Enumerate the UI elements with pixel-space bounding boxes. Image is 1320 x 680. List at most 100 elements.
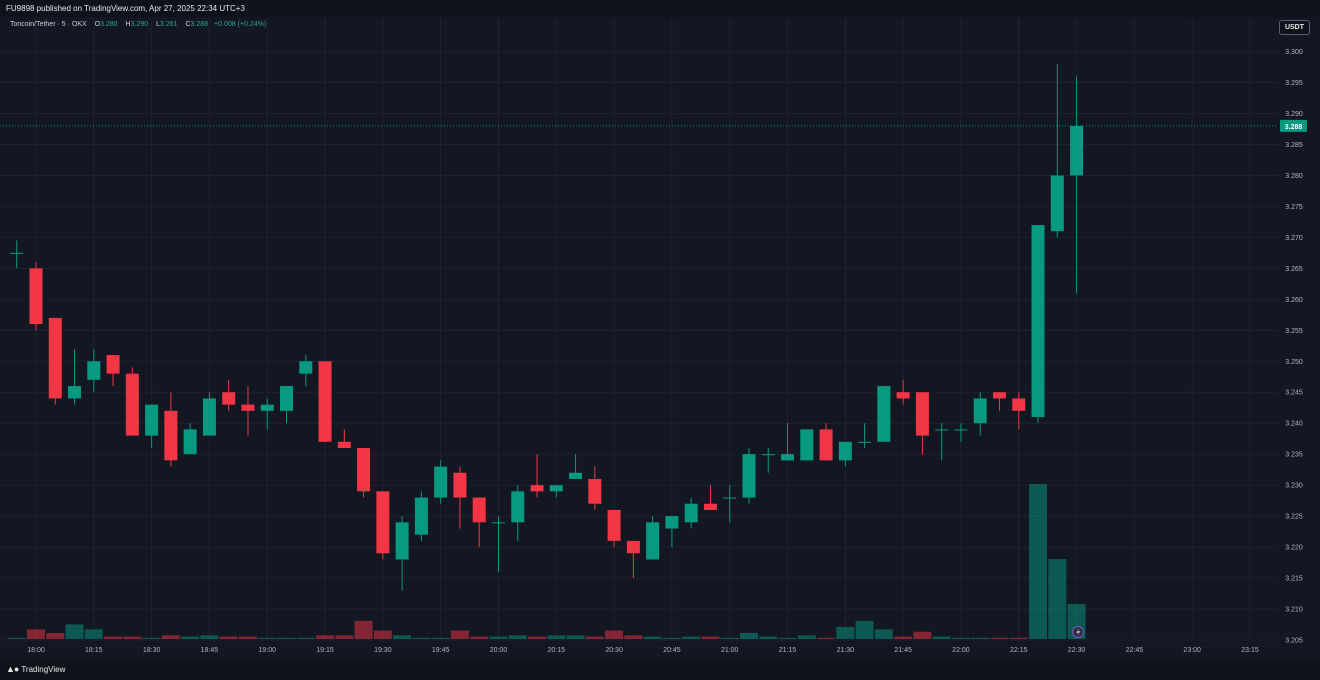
candle [145,404,159,448]
candle-body [434,466,448,498]
y-tick-label: 3.230 [1285,483,1303,490]
candle [395,516,409,591]
candle [549,485,563,498]
volume-bar [817,637,836,639]
volume-bar [354,620,373,639]
candle [819,423,833,461]
candle-body [68,386,82,399]
candle [569,454,583,479]
candle-body [125,373,139,436]
candle-body [665,516,679,529]
candle [1050,63,1064,238]
y-tick-label: 3.285 [1285,142,1303,149]
volume-bar [373,630,392,639]
x-tick-label: 18:15 [85,647,103,654]
volume-bar [316,635,335,639]
candle-body [838,441,852,461]
x-tick-label: 20:30 [605,647,623,654]
candle-body [395,522,409,560]
candle-body [183,429,197,455]
candle [434,460,448,504]
volume-bar [46,632,65,639]
candle-body [202,398,216,436]
volume-bar [450,630,469,639]
candle [838,441,852,467]
candle-body [222,392,236,405]
candle [106,355,120,387]
volume-bar [643,636,662,639]
candle [318,361,332,442]
candle-body [260,404,274,411]
candle-body [1050,175,1064,232]
volume-bar [412,637,431,639]
open-value: 3.280 [100,21,118,28]
y-tick-label: 3.295 [1285,80,1303,87]
candle [684,497,698,529]
candle-body [626,540,640,554]
volume-bar [759,636,778,639]
candle-body [48,317,62,399]
volume-bar [701,636,720,639]
candle [530,454,544,498]
candle [491,516,505,572]
candle-body [87,361,101,380]
volume-bar [489,636,508,639]
candle-body [646,522,660,560]
volume-bar [836,626,855,639]
candle-body [1012,398,1026,411]
publisher-line: FU9898 published on TradingView.com, Apr… [6,4,245,13]
candle [703,485,717,510]
candle-body [414,497,428,535]
y-tick-label: 3.220 [1285,545,1303,552]
footer-bar: ▲● TradingView [0,660,1320,680]
x-tick-label: 22:00 [952,647,970,654]
volume-bar [508,635,527,639]
candle [202,392,216,436]
y-tick-label: 3.270 [1285,235,1303,242]
price-axis: 3.205 3.210 3.215 3.220 3.225 3.230 3.235 3.240… [1285,49,1303,644]
candle-body [896,392,910,399]
candle [511,485,525,541]
candle [915,392,929,455]
x-tick-label: 18:30 [143,647,161,654]
candle [357,447,371,498]
candle [1070,76,1084,294]
currency-badge[interactable]: USDT [1278,20,1310,35]
candle-body [318,361,332,442]
volume-bar [142,637,161,639]
volume-bar [605,630,624,639]
candle-body [164,410,178,461]
candle-layer [10,63,1084,591]
candle-body [472,497,486,523]
low-label: L [156,21,160,28]
volume-bar [624,635,643,639]
candle-body [357,447,371,492]
candle-body [992,392,1006,399]
volume-bar [951,637,970,639]
last-price-label-bg [1280,119,1307,132]
candle-body [858,441,872,443]
x-tick-label: 19:15 [316,647,334,654]
volume-bar [778,637,797,639]
candle [973,392,987,436]
candle [241,386,255,436]
volume-bar [161,635,180,639]
volume-bar [990,637,1009,639]
volume-bar [932,636,951,639]
volume-bar [585,636,604,639]
candle [646,516,660,560]
x-tick-label: 21:30 [837,647,855,654]
x-tick-label: 22:45 [1126,647,1144,654]
candle [299,355,313,387]
candle [858,423,872,448]
candle-body [781,454,795,461]
candle-body [742,454,756,498]
chart-frame[interactable]: 3.288 3.205 3.210 3.215 3.220 3.225 3.230 3.23… [0,17,1320,660]
candle-body [299,361,313,374]
x-tick-label: 18:00 [27,647,45,654]
open-label: O [94,21,101,28]
candle [29,262,43,331]
y-tick-label: 3.265 [1285,266,1303,273]
candlestick-chart[interactable]: 3.288 3.205 3.210 3.215 3.220 3.225 3.230 3.23… [0,17,1320,660]
candle [164,392,178,467]
